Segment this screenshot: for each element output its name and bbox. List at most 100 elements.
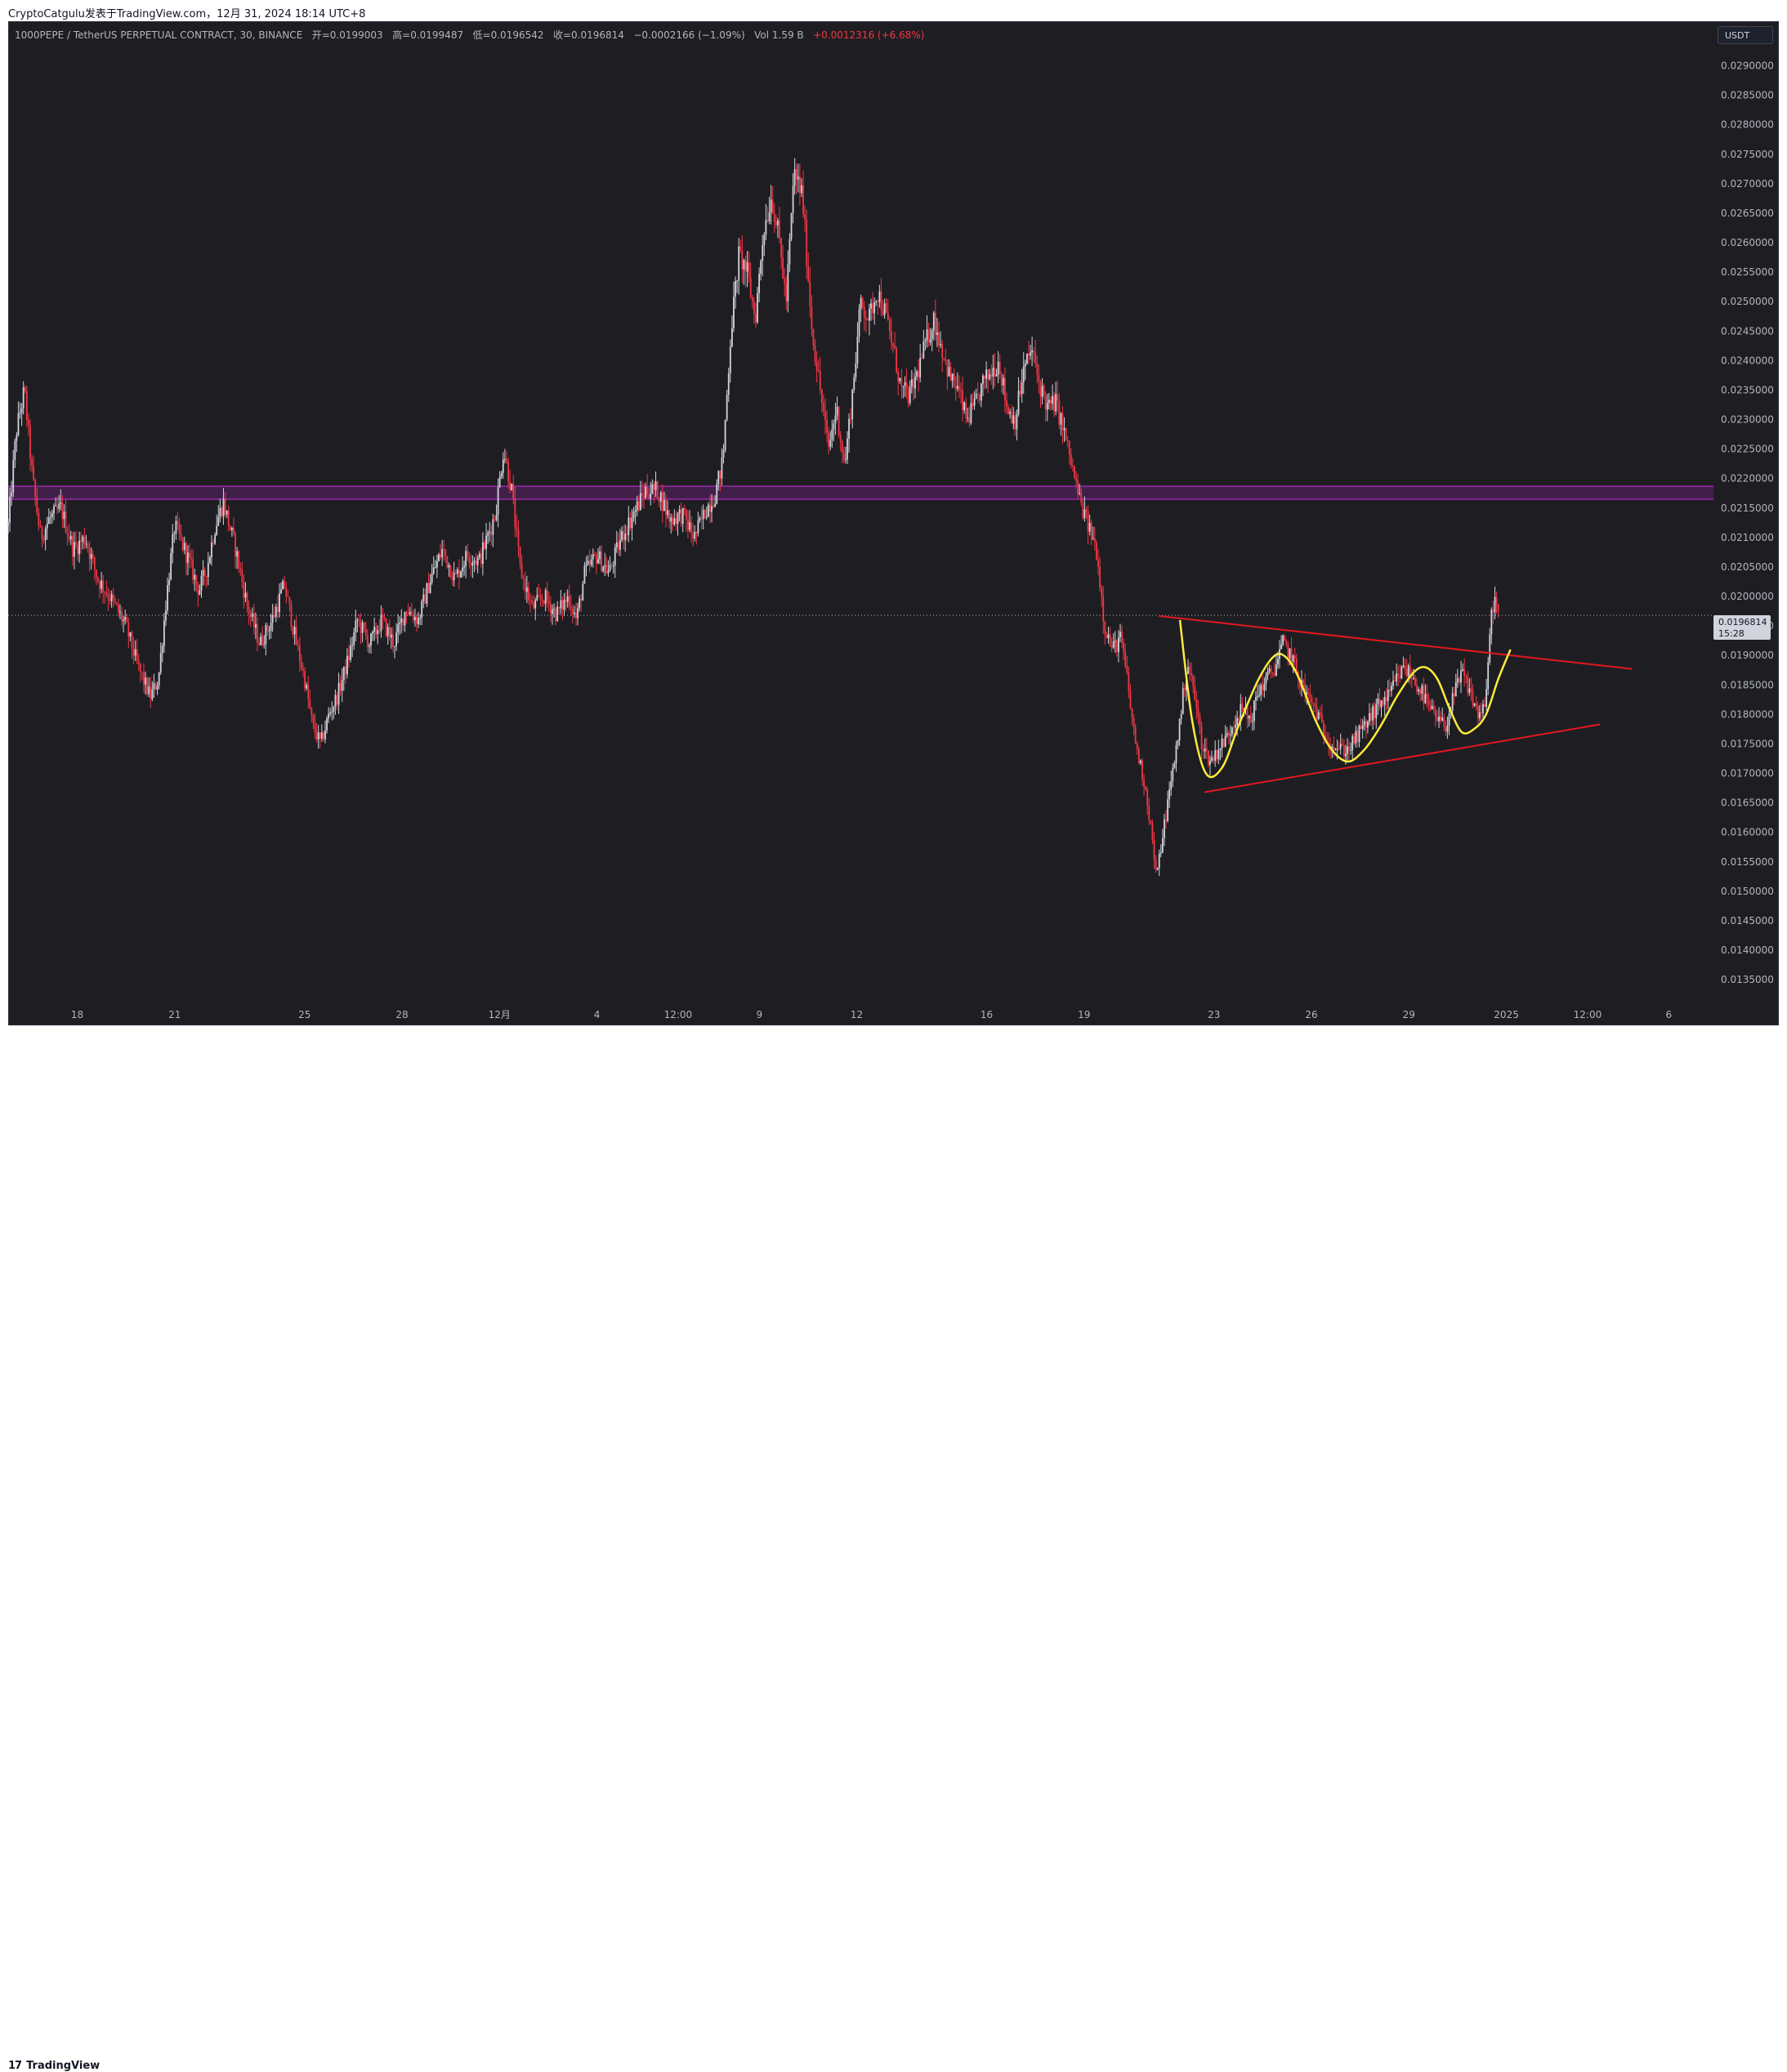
- candle-body: [192, 559, 194, 580]
- candle-body: [350, 645, 351, 660]
- candle-body: [733, 297, 735, 328]
- candle-body: [1219, 748, 1222, 750]
- candle-body: [1088, 522, 1091, 532]
- candle-body: [1050, 400, 1052, 404]
- candle-body: [298, 645, 301, 662]
- candle-body: [46, 523, 48, 529]
- price-axis-tick: 0.0210000: [1721, 532, 1774, 543]
- candle-body: [190, 557, 192, 560]
- candle-body: [293, 627, 296, 635]
- symbol-legend[interactable]: 1000PEPE / TetherUS PERPETUAL CONTRACT, …: [15, 28, 924, 42]
- candle-body: [690, 522, 692, 534]
- candle-body: [699, 517, 701, 520]
- candle-body: [449, 565, 452, 578]
- price-chart[interactable]: 0.02950000.02900000.02850000.02800000.02…: [0, 0, 1787, 1055]
- candle-body: [556, 606, 559, 622]
- candle-body: [707, 504, 709, 517]
- candle-body: [126, 617, 128, 623]
- candle-body: [380, 614, 382, 632]
- tradingview-logo[interactable]: 17 TradingView: [8, 2060, 100, 2072]
- candle-body: [1000, 373, 1003, 386]
- candle-body: [900, 377, 903, 386]
- candle-body: [954, 386, 957, 389]
- candle-body: [773, 212, 775, 222]
- candle-body: [1092, 538, 1094, 540]
- candle-body: [265, 625, 267, 645]
- candle-body: [1077, 480, 1079, 494]
- candle-body: [1383, 697, 1386, 705]
- candle-body: [1055, 394, 1057, 412]
- candle-body: [497, 487, 499, 516]
- descending-trendline[interactable]: [1159, 614, 1633, 670]
- candle-body: [771, 199, 774, 213]
- candle-body: [656, 481, 659, 499]
- candle-body: [956, 386, 958, 389]
- candle-body: [552, 609, 553, 614]
- candle-body: [753, 301, 755, 314]
- price-axis-tick: 0.0220000: [1721, 473, 1774, 485]
- symbol-name[interactable]: 1000PEPE / TetherUS PERPETUAL CONTRACT, …: [15, 29, 303, 41]
- candle-body: [99, 581, 101, 589]
- candle-body: [1438, 716, 1440, 721]
- candle-body: [1374, 706, 1376, 719]
- candle-body: [905, 382, 908, 390]
- candle-body: [307, 685, 310, 699]
- candle-body: [605, 565, 608, 574]
- candle-body: [436, 560, 438, 568]
- candle-body: [1205, 748, 1208, 751]
- candle-body: [261, 636, 264, 645]
- candle-body: [1323, 722, 1325, 735]
- candle-body: [797, 176, 799, 180]
- candle-body: [602, 566, 605, 571]
- candle-body: [156, 685, 159, 690]
- time-axis-tick: 23: [1208, 1009, 1220, 1020]
- candle-body: [519, 547, 521, 564]
- candle-body: [397, 624, 400, 633]
- candle-body: [1036, 363, 1039, 375]
- candle-body: [1351, 735, 1354, 751]
- candle-body: [1101, 587, 1103, 596]
- price-axis-tick: 0.0160000: [1721, 827, 1774, 838]
- candle-body: [511, 483, 513, 490]
- candle-body: [877, 301, 879, 302]
- price-axis-tick: 0.0205000: [1721, 561, 1774, 573]
- supply-zone[interactable]: [8, 486, 1713, 499]
- candle-body: [1432, 705, 1435, 711]
- currency-selector[interactable]: USDT: [1718, 26, 1773, 44]
- candle-body: [1033, 351, 1035, 353]
- candle-body: [1192, 675, 1195, 686]
- candle-body: [531, 601, 533, 603]
- candle-body: [416, 617, 418, 625]
- candle-body: [1311, 697, 1313, 703]
- candle-body: [736, 280, 739, 282]
- candle-body: [1275, 664, 1277, 676]
- candle-body: [610, 565, 613, 566]
- candle-body: [355, 620, 357, 633]
- candle-body: [1128, 672, 1130, 691]
- candle-body: [1137, 748, 1140, 764]
- chart-pane[interactable]: [8, 21, 1779, 1025]
- candle-body: [1039, 381, 1042, 397]
- candle-body: [75, 542, 77, 545]
- candle-body: [44, 528, 47, 541]
- candle-body: [1378, 699, 1381, 708]
- candle-body: [1338, 748, 1340, 750]
- wave-curve[interactable]: [1178, 619, 1512, 779]
- ascending-trendline[interactable]: [1204, 723, 1601, 793]
- candle-body: [1345, 753, 1347, 757]
- candle-body: [719, 471, 722, 479]
- candle-body: [1017, 391, 1020, 414]
- candle-body: [1314, 703, 1316, 707]
- candle-body: [880, 291, 882, 310]
- candle-body: [1238, 718, 1240, 721]
- candle-body: [637, 501, 640, 511]
- candle-body: [1316, 706, 1318, 720]
- candle-body: [88, 548, 91, 560]
- candle-body: [356, 619, 359, 621]
- candle-body: [838, 406, 840, 435]
- candle-body: [1167, 799, 1168, 821]
- candle-body: [1112, 641, 1115, 648]
- candle-body: [828, 432, 830, 447]
- candle-body: [1436, 717, 1438, 721]
- candle-body: [438, 554, 440, 561]
